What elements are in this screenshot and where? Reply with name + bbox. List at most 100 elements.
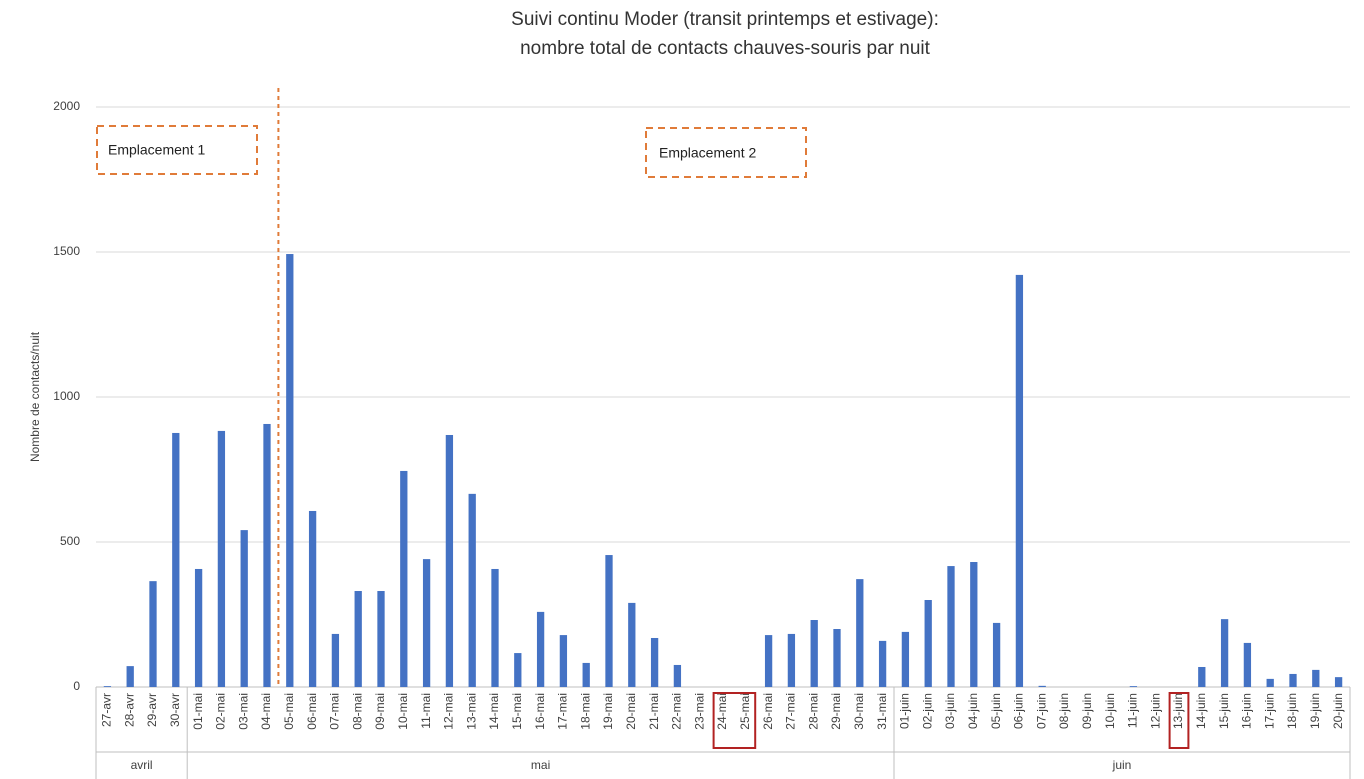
bar [901, 631, 910, 687]
bar [194, 568, 203, 687]
x-tick-label: 07-mai [328, 693, 342, 730]
bar [650, 637, 659, 687]
x-tick-label: 08-juin [1057, 693, 1071, 729]
x-tick-label: 05-mai [282, 693, 296, 730]
bar [263, 423, 271, 687]
bar [491, 568, 499, 687]
y-tick-label: 0 [73, 679, 80, 693]
x-tick-label: 20-juin [1331, 693, 1345, 729]
x-tick-label: 10-juin [1103, 693, 1117, 729]
bar [1243, 642, 1252, 687]
x-tick-label: 11-juin [1126, 693, 1140, 728]
bar [605, 555, 613, 687]
bar [878, 640, 887, 687]
annotation-box [645, 127, 807, 178]
annotation: Emplacement 1 [108, 142, 205, 158]
bar [787, 633, 796, 687]
x-tick-label: 03-mai [236, 693, 250, 730]
bar [764, 635, 773, 687]
bar [308, 510, 317, 687]
x-tick-label: 03-juin [943, 693, 957, 729]
y-tick-label: 1500 [53, 244, 80, 258]
x-tick-label: 09-mai [373, 693, 387, 730]
group-label: juin [1112, 758, 1132, 772]
bar [149, 581, 157, 687]
x-tick-label: 25-mai [738, 693, 752, 730]
bar [992, 622, 1001, 687]
x-tick-label: 27-mai [784, 693, 798, 730]
bar [856, 579, 864, 687]
x-tick-label: 17-mai [556, 693, 570, 730]
x-tick-label: 13-mai [464, 693, 478, 730]
x-tick-label: 02-juin [920, 693, 934, 729]
x-tick-label: 30-mai [852, 693, 866, 730]
x-tick-label: 18-juin [1285, 693, 1299, 729]
x-tick-label: 16-mai [533, 693, 547, 730]
x-tick-label: 21-mai [647, 693, 661, 730]
bar [400, 470, 408, 687]
bar [331, 633, 340, 687]
x-tick-label: 14-juin [1194, 693, 1208, 729]
group-label: avril [131, 758, 153, 772]
x-tick-label: 24-mai [715, 693, 729, 730]
x-tick-label: 19-juin [1308, 693, 1322, 729]
bar [354, 591, 362, 687]
highlight [1168, 692, 1190, 749]
x-tick-label: 11-mai [419, 693, 433, 729]
x-tick-label: 05-juin [989, 693, 1003, 729]
annotation: Emplacement 2 [659, 145, 756, 161]
y-tick-label: 500 [60, 534, 80, 548]
x-tick-label: 26-mai [761, 693, 775, 730]
group-label: mai [531, 758, 550, 772]
x-tick-label: 31-mai [875, 693, 889, 730]
x-tick-label: 07-juin [1034, 693, 1048, 729]
x-tick-label: 30-avr [168, 693, 182, 727]
x-tick-label: 02-mai [214, 693, 228, 730]
bar [514, 653, 522, 687]
bar [1220, 619, 1229, 687]
x-tick-label: 14-mai [487, 693, 501, 730]
bar [1289, 673, 1297, 687]
x-tick-label: 12-mai [442, 693, 456, 730]
bar [833, 629, 841, 687]
bar [559, 635, 568, 687]
bar [628, 602, 636, 687]
x-tick-label: 04-mai [259, 693, 273, 730]
bar [947, 566, 955, 687]
x-tick-label: 06-mai [305, 693, 319, 730]
bar [924, 600, 932, 687]
bar [582, 662, 590, 687]
x-tick-label: 22-mai [670, 693, 684, 730]
y-tick-label: 2000 [53, 99, 80, 113]
x-tick-label: 28-mai [806, 693, 820, 730]
bar [1129, 686, 1138, 687]
x-tick-label: 29-mai [829, 693, 843, 730]
bar [286, 254, 294, 687]
x-tick-label: 06-juin [1012, 693, 1026, 729]
bar [240, 530, 248, 687]
x-tick-label: 19-mai [601, 693, 615, 730]
x-tick-label: 04-juin [966, 693, 980, 729]
bar [673, 664, 682, 687]
y-axis-label: Nombre de contacts/nuit [28, 331, 42, 462]
bar [1266, 678, 1274, 687]
x-tick-label: 18-mai [578, 693, 592, 730]
bar [377, 591, 385, 687]
chart-title: Suivi continu Moder (transit printemps e… [511, 9, 939, 30]
bar [103, 686, 112, 687]
x-tick-label: 27-avr [100, 693, 114, 727]
x-tick-label: 01-juin [898, 693, 912, 729]
x-tick-label: 13-juin [1171, 693, 1185, 729]
highlight [712, 692, 757, 749]
x-tick-label: 17-juin [1262, 693, 1276, 729]
bar [126, 666, 134, 687]
x-tick-label: 29-avr [145, 693, 159, 727]
y-tick-label: 1000 [53, 389, 80, 403]
x-tick-label: 09-juin [1080, 693, 1094, 729]
x-tick-label: 08-mai [350, 693, 364, 730]
bar [536, 611, 545, 687]
x-tick-label: 12-juin [1148, 693, 1162, 729]
x-tick-label: 16-juin [1240, 693, 1254, 729]
bar [1015, 274, 1024, 687]
